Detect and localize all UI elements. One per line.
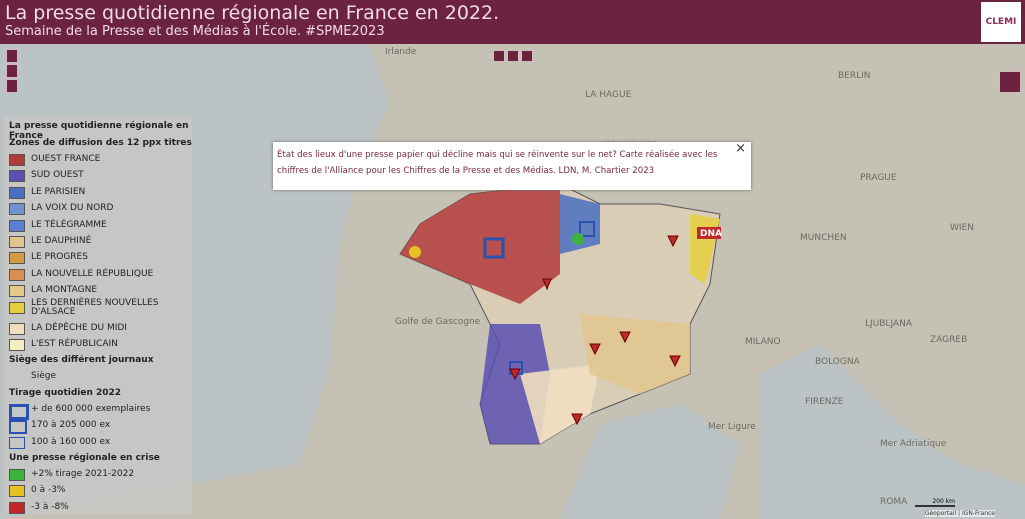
- legend-swatch: [9, 420, 27, 435]
- map-label: LA HAGUE: [585, 90, 632, 100]
- legend-heading: Zones de diffusion des 12 ppx titres: [9, 138, 192, 148]
- legend-label: 170 à 205 000 ex: [31, 420, 111, 431]
- siege: [579, 221, 595, 237]
- legend-label: LE DAUPHINÉ: [31, 236, 92, 246]
- print[interactable]: [6, 79, 18, 93]
- legend-swatch: [9, 285, 25, 298]
- legend-swatch: [9, 485, 25, 498]
- legend-swatch: [9, 236, 25, 248]
- legend-heading: Une presse régionale en crise: [9, 453, 160, 463]
- legend-label: LE PROGRES: [31, 252, 88, 263]
- scale: 200 km: [915, 498, 955, 507]
- legend-swatch: [9, 170, 25, 183]
- map-label: DNA: [700, 229, 722, 239]
- legend-label: 0 à -3%: [31, 485, 66, 496]
- legend-swatch: [9, 501, 25, 514]
- legend-label: LE TÉLÉGRAMME: [31, 219, 107, 230]
- map-label: MILANO: [745, 337, 781, 347]
- legend-swatch: [9, 252, 25, 265]
- map-label: ROMA: [880, 497, 908, 507]
- map-label: Mer Adriatique: [880, 439, 947, 449]
- zone-ouest-france: [400, 184, 560, 304]
- header: La presse quotidienne régionale en Franc…: [0, 0, 1025, 44]
- legend-label: -3 à -8%: [31, 501, 69, 512]
- legend-label: + de 600 000 exemplaires: [31, 403, 151, 414]
- legend-label: OUEST FRANCE: [31, 154, 101, 164]
- map-label: BERLIN: [838, 71, 871, 81]
- trend-arrow: [409, 246, 421, 258]
- legend-swatch: [9, 469, 25, 481]
- legend-swatch: [9, 436, 25, 449]
- legend-label: +2% tirage 2021-2022: [31, 469, 135, 479]
- legend: La presse quotidienne régionale en Franc…: [4, 117, 192, 514]
- legend-swatch: [9, 403, 29, 420]
- map: Irlande Golfe de Gascogne Mer Ligure Mer…: [0, 44, 1025, 519]
- sea: [560, 404, 740, 519]
- legend-label: LA VOIX DU NORD: [31, 203, 114, 214]
- legend-label: L'EST RÉPUBLICAIN: [31, 339, 118, 349]
- legend-swatch: [9, 154, 25, 166]
- map-label: Mer Ligure: [708, 422, 756, 432]
- tool[interactable]: [493, 50, 505, 62]
- popup: État des lieux d'une presse papier qui d…: [273, 141, 751, 190]
- legend-swatch: [9, 322, 25, 335]
- legend-heading: Siège des différent journaux: [9, 355, 154, 366]
- trend-arrow: [509, 235, 681, 426]
- legend-heading: Tirage quotidien 2022: [9, 387, 122, 398]
- legend-label: LE PARISIEN: [31, 186, 86, 197]
- legend-swatch: [9, 301, 25, 314]
- legend-label: LA DÉPÊCHE DU MIDI: [31, 322, 127, 333]
- zoom-in[interactable]: [6, 49, 18, 63]
- popup-text: État des lieux d'une presse papier qui d…: [277, 150, 718, 176]
- map-label: ZAGREB: [930, 335, 967, 345]
- legend-title: La presse quotidienne régionale en Franc…: [9, 121, 189, 141]
- legend-swatch: [9, 186, 25, 199]
- map-label: MUNCHEN: [800, 233, 847, 243]
- subtitle: Semaine de la Presse et des Médias à l'É…: [5, 24, 385, 39]
- zone-dauphine: [580, 314, 690, 394]
- legend-swatch: [9, 268, 25, 281]
- map-label: FIRENZE: [805, 397, 844, 407]
- trend-arrow: [572, 233, 584, 245]
- legend-label: LA MONTAGNE: [31, 285, 98, 296]
- siege: [483, 237, 505, 259]
- close-button[interactable]: ×: [735, 141, 746, 156]
- legend-swatch: [9, 371, 23, 381]
- logo[interactable]: CLEMI: [981, 2, 1021, 42]
- map-label: WIEN: [950, 223, 974, 233]
- legend-swatch: [9, 203, 25, 216]
- legend-swatch: [9, 339, 25, 351]
- legend-swatch: [9, 219, 25, 232]
- legend-label: LES DERNIÈRES NOUVELLES D'ALSACE: [31, 297, 159, 317]
- dna-badge: [697, 227, 721, 239]
- zone-depeche: [520, 364, 600, 444]
- title: La presse quotidienne régionale en Franc…: [5, 2, 500, 24]
- tool[interactable]: [521, 50, 533, 62]
- legend-label: SUD OUEST: [31, 170, 84, 181]
- map-label: Golfe de Gascogne: [395, 317, 481, 327]
- map-label: LJUBLJANA: [865, 319, 913, 329]
- map-label: BOLOGNA: [815, 357, 861, 367]
- legend-label: Siège: [31, 371, 57, 382]
- zoom-out[interactable]: [6, 64, 18, 78]
- attribution: Géoportail | IGN-France: [924, 510, 995, 517]
- legend-label: 100 à 160 000 ex: [31, 436, 111, 447]
- layers[interactable]: [999, 71, 1021, 93]
- map-label: Irlande: [385, 47, 417, 57]
- map-label: PRAGUE: [860, 173, 897, 183]
- sea: [760, 344, 1025, 519]
- legend-label: LA NOUVELLE RÉPUBLIQUE: [31, 268, 154, 279]
- tool[interactable]: [507, 50, 519, 62]
